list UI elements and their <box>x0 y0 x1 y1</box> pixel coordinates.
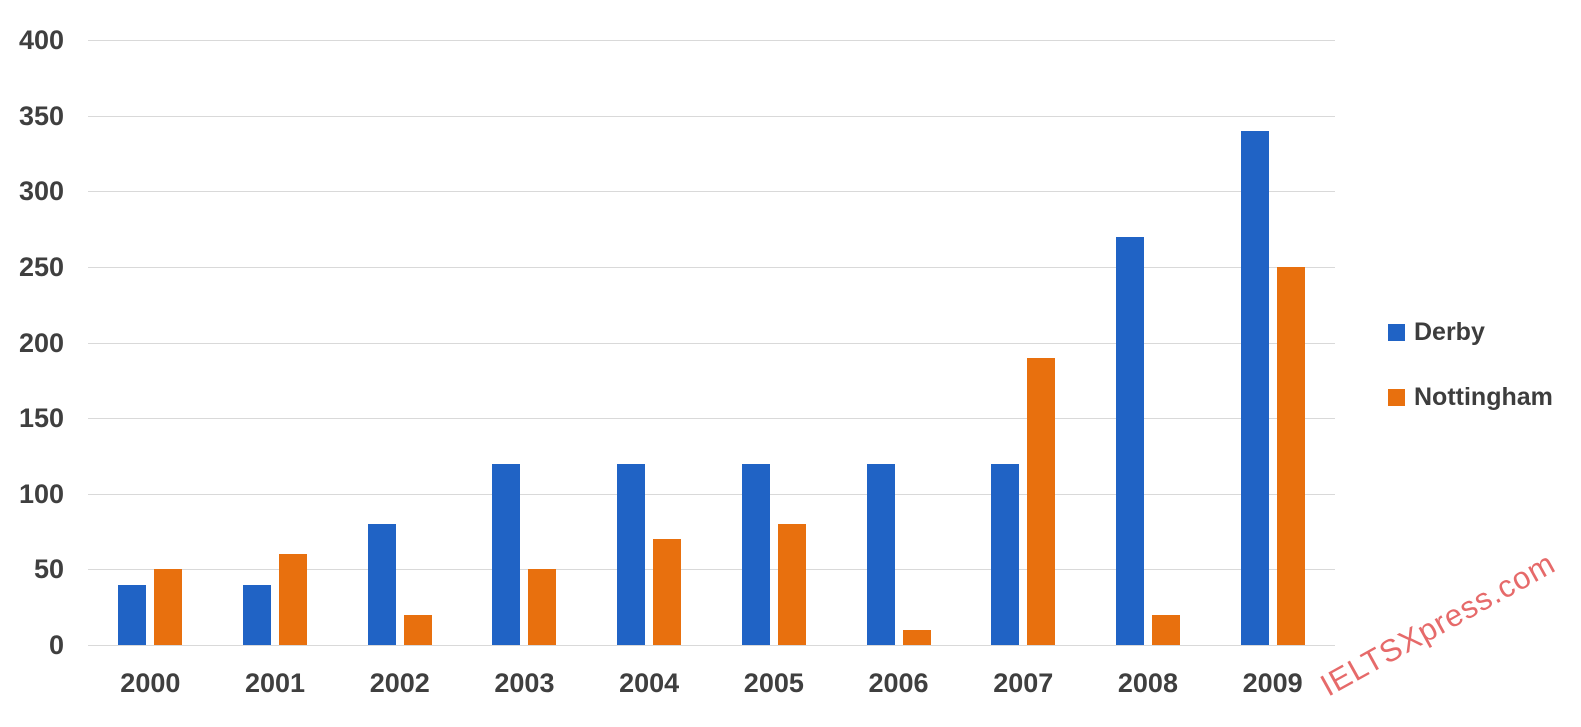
nottingham-swatch-icon <box>1388 389 1405 406</box>
x-axis-tick-2005: 2005 <box>743 668 804 698</box>
bar-derby-2005 <box>741 463 770 645</box>
legend: Derby Nottingham <box>1388 318 1553 448</box>
bar-nottingham-2003 <box>528 569 557 645</box>
x-axis-tick-2002: 2002 <box>369 668 430 698</box>
bar-derby-2003 <box>492 463 521 645</box>
bar-nottingham-2009 <box>1276 266 1305 645</box>
x-axis-tick-2000: 2000 <box>120 668 181 698</box>
y-axis-tick-350: 350 <box>18 100 64 131</box>
bar-derby-2000 <box>118 584 147 645</box>
bar-nottingham-2000 <box>154 569 183 645</box>
y-axis-tick-150: 150 <box>18 403 64 434</box>
gridline-400 <box>88 40 1335 41</box>
bar-nottingham-2004 <box>653 539 682 645</box>
y-axis-tick-100: 100 <box>18 478 64 509</box>
bar-derby-2001 <box>243 584 272 645</box>
gridline-250 <box>88 266 1335 268</box>
y-axis-tick-50: 50 <box>33 554 64 585</box>
bar-derby-2002 <box>367 524 396 645</box>
legend-label-derby: Derby <box>1414 318 1485 346</box>
gridline-350 <box>88 115 1335 117</box>
watermark: IELTSXpress.com <box>1314 545 1562 704</box>
x-axis-tick-2001: 2001 <box>245 668 306 698</box>
bar-derby-2006 <box>866 463 895 645</box>
bar-nottingham-2008 <box>1151 614 1180 645</box>
gridline-300 <box>88 191 1335 193</box>
bar-derby-2009 <box>1240 130 1269 645</box>
legend-item-derby: Derby <box>1388 318 1553 347</box>
gridline-50 <box>88 569 1335 571</box>
gridline-200 <box>88 342 1335 344</box>
y-axis-tick-300: 300 <box>18 176 64 207</box>
gridline-100 <box>88 493 1335 495</box>
bar-derby-2007 <box>991 463 1020 645</box>
x-axis-tick-2003: 2003 <box>494 668 555 698</box>
x-axis-tick-2006: 2006 <box>868 668 929 698</box>
gridline-150 <box>88 418 1335 420</box>
bar-nottingham-2007 <box>1027 357 1056 645</box>
derby-swatch-icon <box>1388 324 1405 341</box>
x-axis-tick-2008: 2008 <box>1117 668 1178 698</box>
legend-label-nottingham: Nottingham <box>1414 383 1553 411</box>
y-axis-tick-400: 400 <box>18 25 64 55</box>
gridline-0 <box>88 645 1335 646</box>
x-axis-tick-2007: 2007 <box>993 668 1054 698</box>
y-axis-tick-0: 0 <box>48 630 64 660</box>
y-axis-tick-250: 250 <box>18 251 64 282</box>
bar-derby-2004 <box>617 463 646 645</box>
bar-nottingham-2005 <box>777 524 806 645</box>
legend-item-nottingham: Nottingham <box>1388 383 1553 412</box>
bar-nottingham-2006 <box>902 629 931 645</box>
bar-derby-2008 <box>1115 236 1144 645</box>
bar-nottingham-2001 <box>279 554 308 645</box>
x-axis-tick-2009: 2009 <box>1242 668 1303 698</box>
y-axis-tick-200: 200 <box>18 327 64 358</box>
x-axis-tick-2004: 2004 <box>619 668 680 698</box>
bar-nottingham-2002 <box>403 614 432 645</box>
